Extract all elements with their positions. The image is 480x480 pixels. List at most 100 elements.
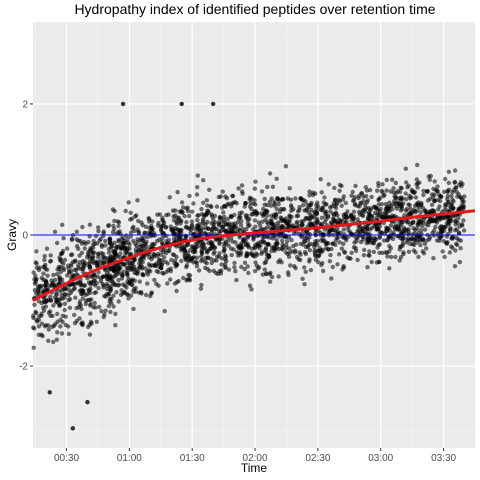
data-point [47,390,52,395]
data-point [425,198,431,203]
data-point [60,222,65,227]
data-point [328,252,333,258]
data-point [353,183,358,189]
data-point [34,291,39,296]
data-point [332,185,337,191]
data-point [329,276,334,281]
data-point [89,273,94,279]
data-point [397,189,403,195]
data-point [403,191,408,196]
data-point [214,226,219,231]
data-point [404,197,409,202]
data-point [79,283,84,288]
data-point [243,242,248,247]
data-point [271,236,276,241]
data-point [267,171,273,176]
data-point [217,215,222,221]
data-point [186,272,191,278]
data-point [165,261,170,266]
data-point [118,265,123,271]
data-point [48,294,53,299]
data-point [456,237,461,242]
data-point [128,251,134,256]
data-point [352,240,357,245]
data-point [387,266,392,271]
data-point [313,191,318,196]
data-point [209,230,214,235]
data-point [222,241,227,246]
data-point [156,257,162,262]
data-point [42,257,47,263]
data-point [234,277,239,283]
data-point [87,303,93,308]
data-point [143,224,149,229]
data-point [116,223,121,229]
data-point [238,250,244,255]
data-point [450,236,455,241]
data-point [169,257,174,263]
data-point [101,229,106,234]
data-point [99,309,104,314]
data-point [264,225,270,230]
data-point [112,208,117,214]
data-point [132,278,137,283]
data-point [260,235,265,241]
data-point [399,220,404,225]
data-point [156,283,161,288]
data-point [96,225,101,230]
data-point [264,209,270,214]
data-point [103,243,108,248]
data-point [243,200,248,206]
data-point [452,179,458,185]
data-point [125,272,130,277]
data-point [136,230,142,235]
data-point [302,250,308,255]
data-point [380,182,385,187]
data-point [236,253,241,258]
data-point [85,250,91,255]
data-point [142,230,147,236]
data-point [421,251,427,256]
data-point [451,199,456,204]
data-point [252,186,257,191]
data-point [51,339,56,345]
data-point [453,248,458,253]
data-point [399,203,404,209]
data-point [247,283,253,288]
data-point [199,243,205,248]
data-point [206,240,211,246]
data-point [35,284,41,289]
data-point [135,239,141,244]
data-point [287,186,292,191]
data-point [265,202,270,208]
data-point [173,264,178,269]
data-point [341,227,347,232]
data-point [349,193,354,198]
data-point [299,222,305,227]
data-point [252,198,257,203]
data-point [377,234,383,239]
data-point [133,214,138,219]
x-axis-title: Time [241,461,268,475]
data-point [421,192,426,198]
data-point [411,226,416,231]
data-point [138,262,143,268]
data-point [108,309,113,315]
data-point [80,224,85,230]
data-point [438,235,443,240]
data-point [70,426,76,431]
data-point [211,268,216,273]
data-point [131,238,136,244]
data-point [382,192,387,198]
data-point [72,312,77,318]
data-point [33,309,38,315]
data-point [205,219,210,225]
data-point [368,206,373,211]
data-point [339,203,344,208]
data-point [349,250,354,255]
data-point [167,195,172,200]
data-point [116,230,121,235]
data-point [431,228,437,233]
data-point [312,252,318,257]
data-point [376,196,382,202]
